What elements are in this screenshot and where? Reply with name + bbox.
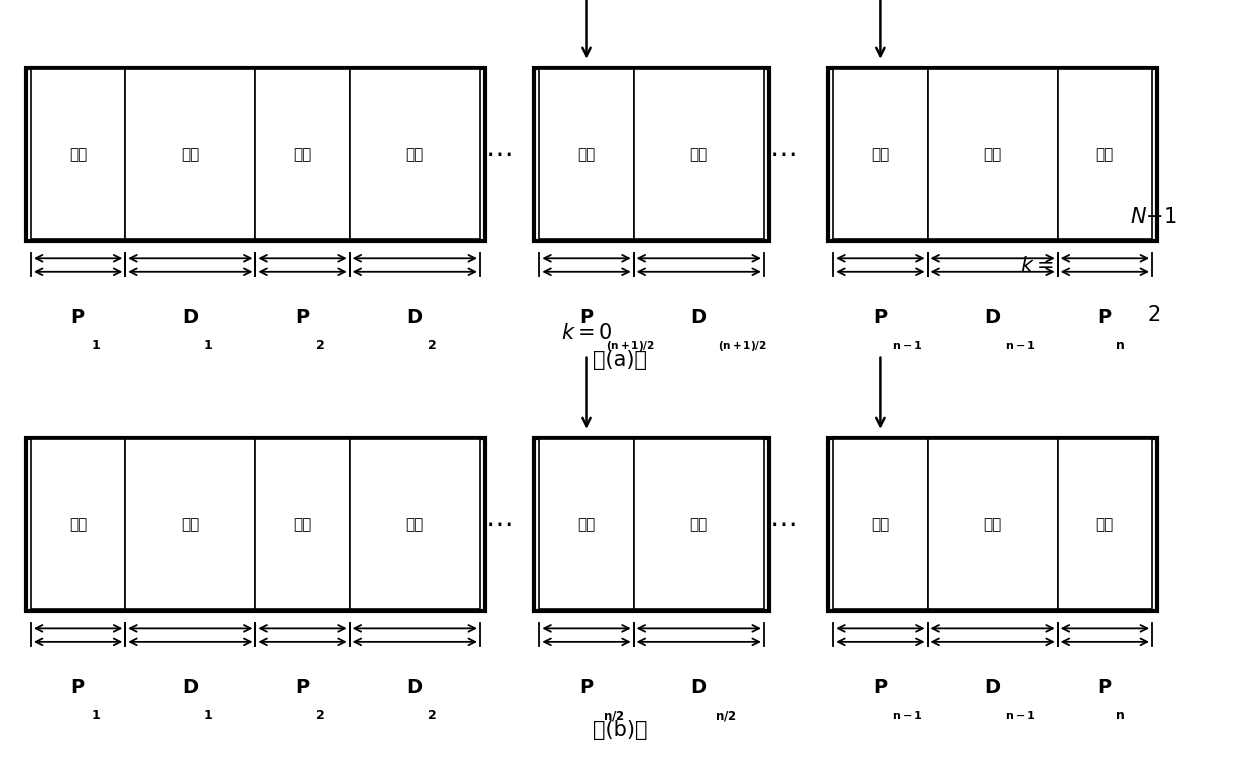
Bar [255, 439, 350, 609]
Text: 导频: 导频 [69, 517, 87, 532]
Bar [350, 69, 480, 239]
Text: 导频: 导频 [1096, 146, 1114, 162]
Bar [1058, 69, 1152, 239]
Text: $\mathbf{P}$: $\mathbf{P}$ [295, 678, 310, 698]
Text: 数据: 数据 [405, 517, 424, 532]
Text: $\mathbf{2}$: $\mathbf{2}$ [315, 339, 325, 352]
Text: $2$: $2$ [1147, 305, 1159, 325]
Text: 数据: 数据 [983, 517, 1002, 532]
Text: $\mathbf{D}$: $\mathbf{D}$ [182, 678, 198, 698]
Text: $\mathbf{n-1}$: $\mathbf{n-1}$ [893, 709, 923, 722]
Text: $\mathbf{D}$: $\mathbf{D}$ [182, 308, 198, 328]
Text: $\cdots$: $\cdots$ [769, 510, 796, 538]
Text: $\mathbf{n-1}$: $\mathbf{n-1}$ [893, 339, 923, 352]
Text: $\mathbf{D}$: $\mathbf{D}$ [691, 678, 707, 698]
Bar [350, 439, 480, 609]
Text: $\mathbf{P}$: $\mathbf{P}$ [71, 678, 86, 698]
Text: $\mathbf{1}$: $\mathbf{1}$ [91, 339, 100, 352]
FancyBboxPatch shape [828, 438, 1157, 611]
Text: 导频: 导频 [872, 517, 889, 532]
Bar [634, 439, 764, 609]
FancyBboxPatch shape [534, 438, 769, 611]
Text: $\mathbf{n/2}$: $\mathbf{n/2}$ [603, 709, 625, 723]
Bar [634, 69, 764, 239]
Bar [928, 69, 1058, 239]
Text: $\mathbf{P}$: $\mathbf{P}$ [579, 678, 594, 698]
Text: 数据: 数据 [983, 146, 1002, 162]
Text: $\mathbf{n-1}$: $\mathbf{n-1}$ [1004, 339, 1035, 352]
Text: $\cdots$: $\cdots$ [769, 140, 796, 168]
Text: $\mathit{k}=$: $\mathit{k}=$ [1021, 256, 1054, 276]
FancyBboxPatch shape [26, 438, 485, 611]
Text: $\mathbf{P}$: $\mathbf{P}$ [579, 308, 594, 328]
Text: 导频: 导频 [294, 146, 311, 162]
Text: 数据: 数据 [181, 517, 200, 532]
Text: $\mathbf{P}$: $\mathbf{P}$ [1097, 678, 1112, 698]
Text: $\cdots$: $\cdots$ [485, 510, 512, 538]
Text: 导频: 导频 [294, 517, 311, 532]
Text: $\mathbf{D}$: $\mathbf{D}$ [985, 678, 1001, 698]
Bar [1058, 439, 1152, 609]
Text: （(b)）: （(b)） [593, 720, 647, 740]
Bar [125, 439, 255, 609]
Text: 导频: 导频 [69, 146, 87, 162]
Text: $\mathbf{P}$: $\mathbf{P}$ [1097, 308, 1112, 328]
Text: $\mathbf{P}$: $\mathbf{P}$ [873, 678, 888, 698]
Text: 导频: 导频 [578, 517, 595, 532]
Text: 导频: 导频 [872, 146, 889, 162]
Text: $\mathbf{1}$: $\mathbf{1}$ [203, 339, 212, 352]
Bar [833, 69, 928, 239]
Text: （(a)）: （(a)） [593, 350, 647, 370]
Text: 数据: 数据 [181, 146, 200, 162]
Text: $\mathit{k}=0$: $\mathit{k}=0$ [560, 323, 613, 343]
Text: $\mathbf{P}$: $\mathbf{P}$ [295, 308, 310, 328]
Text: $\mathbf{n-1}$: $\mathbf{n-1}$ [1004, 709, 1035, 722]
Bar [539, 69, 634, 239]
Bar [539, 439, 634, 609]
Text: 数据: 数据 [689, 146, 708, 162]
Text: $\mathbf{D}$: $\mathbf{D}$ [985, 308, 1001, 328]
Bar [31, 439, 125, 609]
Bar [928, 439, 1058, 609]
Bar [125, 69, 255, 239]
Text: $\mathbf{D}$: $\mathbf{D}$ [407, 308, 423, 328]
FancyBboxPatch shape [26, 68, 485, 241]
Text: $\mathbf{P}$: $\mathbf{P}$ [873, 308, 888, 328]
Text: $\mathbf{(n+1)/2}$: $\mathbf{(n+1)/2}$ [718, 339, 766, 353]
Text: $\mathbf{2}$: $\mathbf{2}$ [428, 709, 436, 722]
Text: 数据: 数据 [405, 146, 424, 162]
Text: 导频: 导频 [578, 146, 595, 162]
Text: $\mathbf{2}$: $\mathbf{2}$ [428, 339, 436, 352]
FancyBboxPatch shape [828, 68, 1157, 241]
Text: $\mathbf{n}$: $\mathbf{n}$ [1115, 339, 1125, 352]
Bar [31, 69, 125, 239]
Text: $\mathbf{1}$: $\mathbf{1}$ [203, 709, 212, 722]
FancyBboxPatch shape [534, 68, 769, 241]
Text: $\cdots$: $\cdots$ [485, 140, 512, 168]
Text: $\mathbf{D}$: $\mathbf{D}$ [407, 678, 423, 698]
Text: $\mathbf{(n+1)/2}$: $\mathbf{(n+1)/2}$ [605, 339, 655, 353]
Bar [833, 439, 928, 609]
Text: $\mathbf{P}$: $\mathbf{P}$ [71, 308, 86, 328]
Bar [255, 69, 350, 239]
Text: $\mathbf{n/2}$: $\mathbf{n/2}$ [715, 709, 737, 723]
Text: $\mathit{N}{-}1$: $\mathit{N}{-}1$ [1130, 207, 1177, 227]
Text: $\mathbf{2}$: $\mathbf{2}$ [315, 709, 325, 722]
Text: $\mathbf{n}$: $\mathbf{n}$ [1115, 709, 1125, 722]
Text: 数据: 数据 [689, 517, 708, 532]
Text: 导频: 导频 [1096, 517, 1114, 532]
Text: $\mathbf{D}$: $\mathbf{D}$ [691, 308, 707, 328]
Text: $\mathbf{1}$: $\mathbf{1}$ [91, 709, 100, 722]
